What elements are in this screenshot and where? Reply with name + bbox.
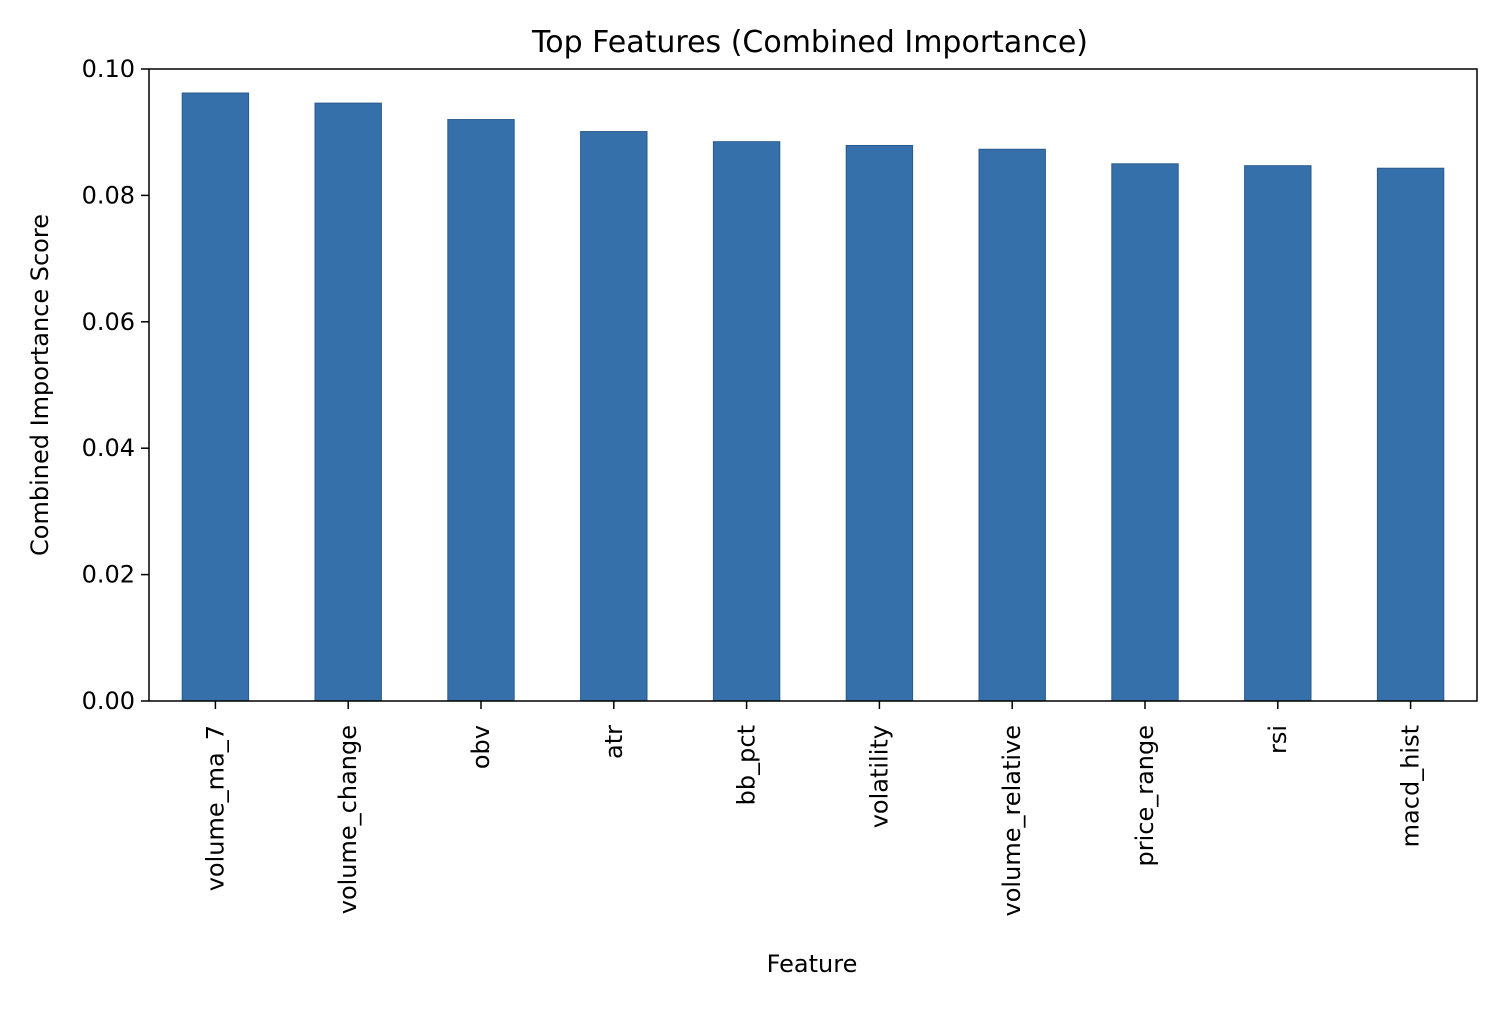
bar-volume_change xyxy=(314,102,382,702)
y-axis-title: Combined Importance Score xyxy=(26,214,54,556)
x-tick-label-volume_change: volume_change xyxy=(334,725,362,914)
bar-macd_hist xyxy=(1376,167,1445,702)
bar-volume_ma_7 xyxy=(181,92,250,702)
chart-title: Top Features (Combined Importance) xyxy=(531,25,1088,60)
bar-bb_pct xyxy=(712,141,781,702)
bars-layer xyxy=(181,92,1445,702)
x-tick-label-price_range: price_range xyxy=(1131,725,1159,867)
y-tick-label: 0.04 xyxy=(82,434,135,462)
x-tick-label-atr: atr xyxy=(600,725,628,759)
x-axis-title: Feature xyxy=(767,950,858,978)
x-tick-label-obv: obv xyxy=(467,725,495,769)
x-tick-label-volume_ma_7: volume_ma_7 xyxy=(201,725,229,891)
bar-volume_relative xyxy=(978,148,1046,702)
y-axis-ticks: 0.00 0.02 0.04 0.06 0.08 0.10 xyxy=(82,55,149,715)
x-tick-label-macd_hist: macd_hist xyxy=(1397,725,1425,847)
y-tick-label: 0.08 xyxy=(82,181,135,209)
x-tick-label-bb_pct: bb_pct xyxy=(733,725,761,805)
bar-rsi xyxy=(1244,165,1312,702)
y-tick-label: 0.02 xyxy=(82,561,135,589)
x-tick-label-volatility: volatility xyxy=(865,725,893,828)
bar-volatility xyxy=(845,144,914,702)
x-tick-label-volume_relative: volume_relative xyxy=(998,725,1026,916)
x-tick-label-rsi: rsi xyxy=(1264,725,1292,754)
plot-frame xyxy=(148,68,1478,702)
y-tick-label: 0.00 xyxy=(82,687,135,715)
y-tick-label: 0.10 xyxy=(82,55,135,83)
bar-price_range xyxy=(1111,163,1179,702)
y-tick-label: 0.06 xyxy=(82,308,135,336)
bar-atr xyxy=(580,131,648,702)
x-axis-ticks: volume_ma_7 volume_change obv atr bb_pct vola… xyxy=(201,701,1425,916)
bar-obv xyxy=(447,119,515,702)
